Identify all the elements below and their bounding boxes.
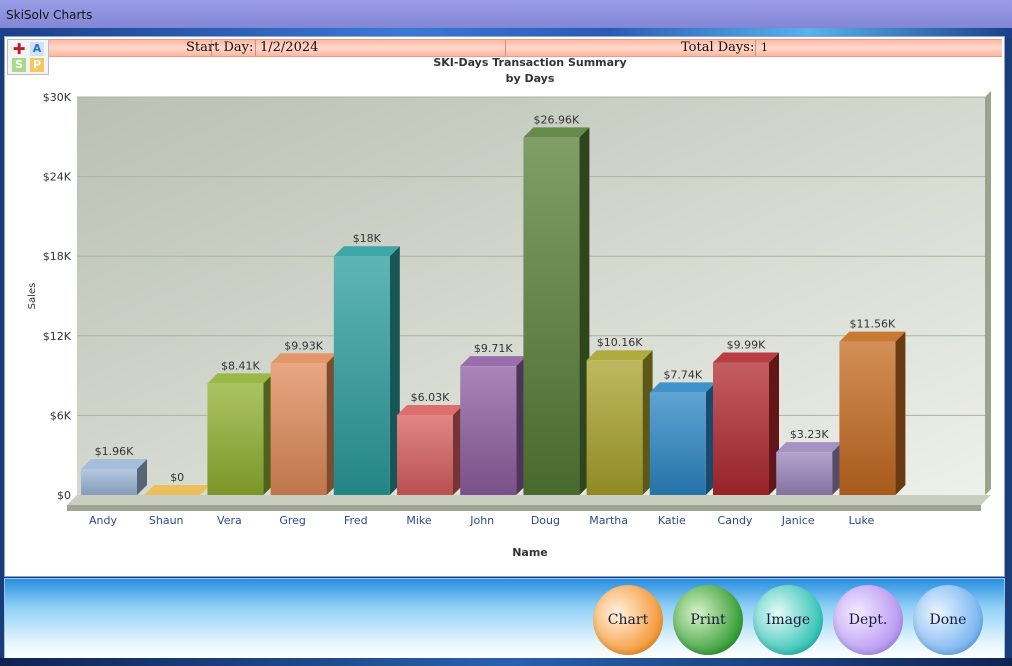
x-axis-label: Name — [512, 546, 548, 559]
total-days-value: 1 — [761, 41, 768, 54]
x-tick-label: Candy — [718, 514, 753, 527]
chart-title: SKI-Days Transaction Summary — [433, 56, 626, 69]
x-tick-label: Martha — [589, 514, 628, 527]
bar-value-label: $0 — [170, 471, 184, 484]
bar-top — [333, 246, 400, 257]
x-tick-label: Greg — [279, 514, 306, 527]
bar-top — [649, 382, 716, 393]
bar — [586, 360, 643, 495]
chart-panel: ✚ A S P Start Day: 1/2/2024 Total Days: … — [4, 36, 1005, 577]
tool-icons: ✚ A S P — [7, 39, 49, 75]
bar-value-label: $6.03K — [411, 391, 450, 404]
window-title: SkiSolv Charts — [6, 8, 93, 22]
x-tick-label: Janice — [781, 514, 815, 527]
y-axis-label: Sales — [27, 283, 38, 310]
bar-side — [895, 331, 906, 495]
y-tick-label: $0 — [57, 489, 71, 502]
plot-floor — [67, 495, 991, 505]
x-tick-label: Doug — [531, 514, 560, 527]
dept-button[interactable]: Dept. — [833, 585, 903, 655]
y-tick-label: $18K — [43, 250, 72, 263]
bar-value-label: $8.41K — [221, 359, 260, 372]
bar-value-label: $18K — [353, 232, 382, 245]
bar-value-label: $9.99K — [727, 338, 766, 351]
bar — [649, 392, 706, 495]
bar — [333, 256, 390, 495]
start-day-value: 1/2/2024 — [260, 40, 319, 55]
y-tick-label: $24K — [43, 171, 72, 184]
bar-top — [81, 458, 147, 469]
bar-value-label: $3.23K — [790, 428, 829, 441]
bar-top — [144, 485, 211, 495]
bar-top — [839, 331, 906, 342]
info-bar: Start Day: 1/2/2024 Total Days: 1 — [49, 39, 1002, 57]
bar-top — [586, 350, 653, 361]
bar — [713, 362, 769, 495]
x-tick-label: Katie — [658, 514, 686, 527]
bar-top — [207, 373, 274, 384]
bar-value-label: $10.16K — [597, 336, 643, 349]
plot-floor-edge — [67, 505, 981, 511]
x-tick-label: Fred — [344, 514, 368, 527]
plot-side-wall — [985, 91, 991, 495]
bar — [207, 383, 264, 495]
sales-bar-chart: $0 $6K $12K $18K $24K $30K Sales Name SKI-Days T… — [27, 56, 991, 559]
done-button[interactable]: Done — [913, 585, 983, 655]
title-bar: SkiSolv Charts — [0, 0, 1012, 29]
chart-subtitle: by Days — [506, 72, 555, 85]
add-icon[interactable]: ✚ — [12, 40, 26, 58]
bar — [81, 468, 137, 495]
bar — [523, 137, 580, 495]
print-icon[interactable]: P — [30, 58, 44, 72]
bar-top — [713, 352, 779, 363]
bar-value-label: $26.96K — [534, 113, 580, 126]
total-days-label: Total Days: — [681, 40, 755, 55]
bar — [776, 452, 833, 495]
bar-value-label: $1.96K — [95, 445, 134, 458]
bar-top — [776, 442, 843, 453]
x-tick-label: Luke — [849, 514, 875, 527]
bar-side — [137, 458, 147, 495]
bottom-strip — [0, 658, 1012, 666]
background-stripes — [0, 28, 1012, 38]
bar-top — [270, 353, 337, 364]
bar — [839, 341, 896, 495]
bar-value-label: $11.56K — [850, 318, 896, 331]
bar-value-label: $9.93K — [284, 339, 323, 352]
bar — [460, 366, 517, 495]
x-tick-label: Shaun — [149, 514, 184, 527]
bar-top — [397, 405, 463, 416]
separator — [755, 40, 756, 56]
x-tick-label: Vera — [217, 514, 242, 527]
start-day-label: Start Day: — [186, 40, 254, 55]
image-button[interactable]: Image — [753, 585, 823, 655]
separator — [255, 40, 256, 56]
y-tick-label: $30K — [43, 91, 72, 104]
separator — [211, 40, 212, 56]
bar-top — [523, 127, 590, 138]
separator — [505, 40, 506, 56]
bar — [270, 363, 327, 495]
bar — [397, 415, 453, 495]
save-icon[interactable]: S — [12, 58, 26, 72]
y-tick-label: $6K — [50, 409, 72, 422]
x-tick-label: John — [469, 514, 494, 527]
x-tick-label: Mike — [406, 514, 432, 527]
font-icon[interactable]: A — [30, 42, 44, 56]
y-tick-label: $12K — [43, 330, 72, 343]
bar-value-label: $7.74K — [663, 368, 702, 381]
bar-top — [460, 356, 527, 367]
button-bar: Chart Print Image Dept. Done — [4, 578, 1005, 660]
bar-value-label: $9.71K — [474, 342, 513, 355]
print-button[interactable]: Print — [673, 585, 743, 655]
x-tick-label: Andy — [89, 514, 117, 527]
chart-button[interactable]: Chart — [593, 585, 663, 655]
